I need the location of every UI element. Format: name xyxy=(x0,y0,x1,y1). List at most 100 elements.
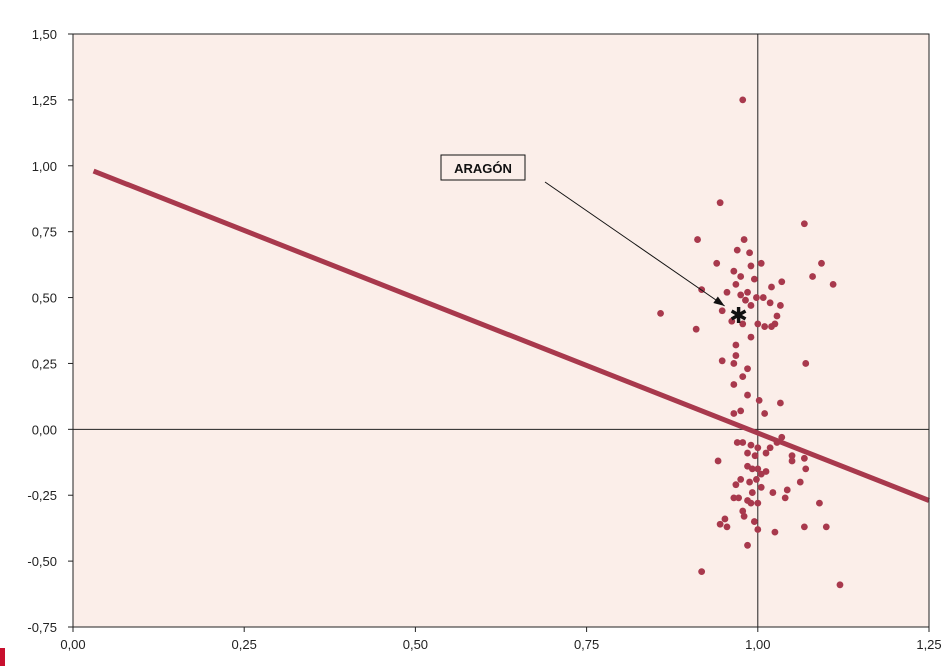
data-point xyxy=(744,391,751,399)
data-point xyxy=(716,199,724,207)
data-point xyxy=(800,454,808,462)
data-point xyxy=(746,478,753,486)
y-tick-label: 1,00 xyxy=(32,159,57,174)
annotation-arrowhead xyxy=(713,296,725,307)
data-point xyxy=(728,317,736,325)
data-point xyxy=(744,541,751,549)
y-tick-label: -0,50 xyxy=(27,554,57,569)
data-point xyxy=(773,312,781,320)
data-point xyxy=(714,457,722,465)
x-tick-label: 0,75 xyxy=(574,637,599,652)
data-point xyxy=(766,299,774,307)
plot-frame xyxy=(72,33,930,628)
data-point xyxy=(822,523,830,531)
data-point xyxy=(788,452,796,460)
data-point xyxy=(698,568,706,576)
data-point xyxy=(732,341,740,349)
data-point xyxy=(802,465,810,473)
annotation-box xyxy=(440,154,526,181)
data-point xyxy=(800,220,808,228)
data-point xyxy=(818,259,825,267)
y-tick-label: 0,25 xyxy=(32,356,57,371)
data-point xyxy=(747,499,755,507)
y-tick-label: 0,00 xyxy=(32,422,57,437)
data-point xyxy=(692,325,700,333)
data-point xyxy=(783,486,791,494)
data-point xyxy=(809,273,816,280)
data-point xyxy=(757,483,765,491)
data-point xyxy=(739,507,747,515)
data-point xyxy=(757,259,765,267)
data-point xyxy=(816,499,823,507)
data-point xyxy=(771,528,779,536)
data-point xyxy=(739,373,747,381)
data-point xyxy=(744,288,751,296)
annotation-label: ARAGÓN xyxy=(454,161,512,176)
annotation-group: ✱ ARAGÓN xyxy=(440,154,748,329)
data-point xyxy=(730,267,738,275)
data-point xyxy=(747,441,755,449)
data-point xyxy=(762,449,770,457)
data-point xyxy=(802,360,810,367)
data-point xyxy=(735,494,743,502)
data-point xyxy=(744,449,751,457)
data-point xyxy=(781,494,789,502)
data-point xyxy=(739,439,747,446)
data-point xyxy=(730,494,738,502)
data-point xyxy=(796,478,804,486)
data-point xyxy=(750,518,758,525)
data-point xyxy=(746,249,753,257)
data-point xyxy=(778,433,786,441)
data-point xyxy=(730,360,738,367)
data-point xyxy=(723,523,731,531)
data-point xyxy=(788,457,796,465)
annotation-arrow xyxy=(544,181,725,307)
data-point xyxy=(739,96,747,104)
data-point xyxy=(769,489,777,496)
y-axis: -0,75 -0,50 -0,25 0,00 0,25 0,50 0,75 1,00 1,25 1… xyxy=(27,27,73,635)
data-point xyxy=(737,291,745,299)
data-point xyxy=(737,407,745,415)
data-point xyxy=(748,465,756,473)
data-point xyxy=(754,526,762,533)
data-point xyxy=(718,307,726,315)
x-tick-label: 1,00 xyxy=(745,637,770,652)
trend-line xyxy=(92,168,930,503)
data-point xyxy=(776,302,784,309)
y-tick-label: 0,50 xyxy=(32,291,57,306)
data-point xyxy=(737,476,745,483)
data-point xyxy=(750,275,758,283)
data-point xyxy=(800,523,808,531)
data-point xyxy=(747,302,755,309)
scatter-points xyxy=(657,96,844,589)
data-point xyxy=(836,581,844,589)
x-tick-label: 0,25 xyxy=(232,637,257,652)
data-point xyxy=(747,262,755,270)
data-point xyxy=(748,489,756,496)
data-point xyxy=(754,320,762,328)
data-point xyxy=(757,470,765,478)
data-point xyxy=(730,381,738,388)
data-point xyxy=(744,365,751,373)
data-point xyxy=(761,323,769,330)
data-point xyxy=(778,278,786,286)
data-point xyxy=(776,399,784,407)
data-point xyxy=(753,476,760,483)
data-point xyxy=(716,520,724,528)
data-point xyxy=(754,465,762,473)
x-tick-label: 0,00 xyxy=(60,637,85,652)
y-tick-label: -0,75 xyxy=(27,620,57,635)
data-point xyxy=(768,283,775,291)
data-point xyxy=(740,236,748,243)
annotation-asterisk-icon: ✱ xyxy=(729,304,747,329)
y-tick-label: 0,75 xyxy=(32,225,57,240)
data-point xyxy=(718,357,726,365)
data-point xyxy=(723,288,731,296)
data-point xyxy=(713,259,721,267)
data-point xyxy=(732,352,740,359)
y-tick-label: 1,50 xyxy=(32,27,57,42)
x-tick-label: 0,50 xyxy=(403,637,428,652)
data-point xyxy=(733,246,741,254)
x-axis: 0,00 0,25 0,50 0,75 1,00 1,25 xyxy=(60,627,942,652)
